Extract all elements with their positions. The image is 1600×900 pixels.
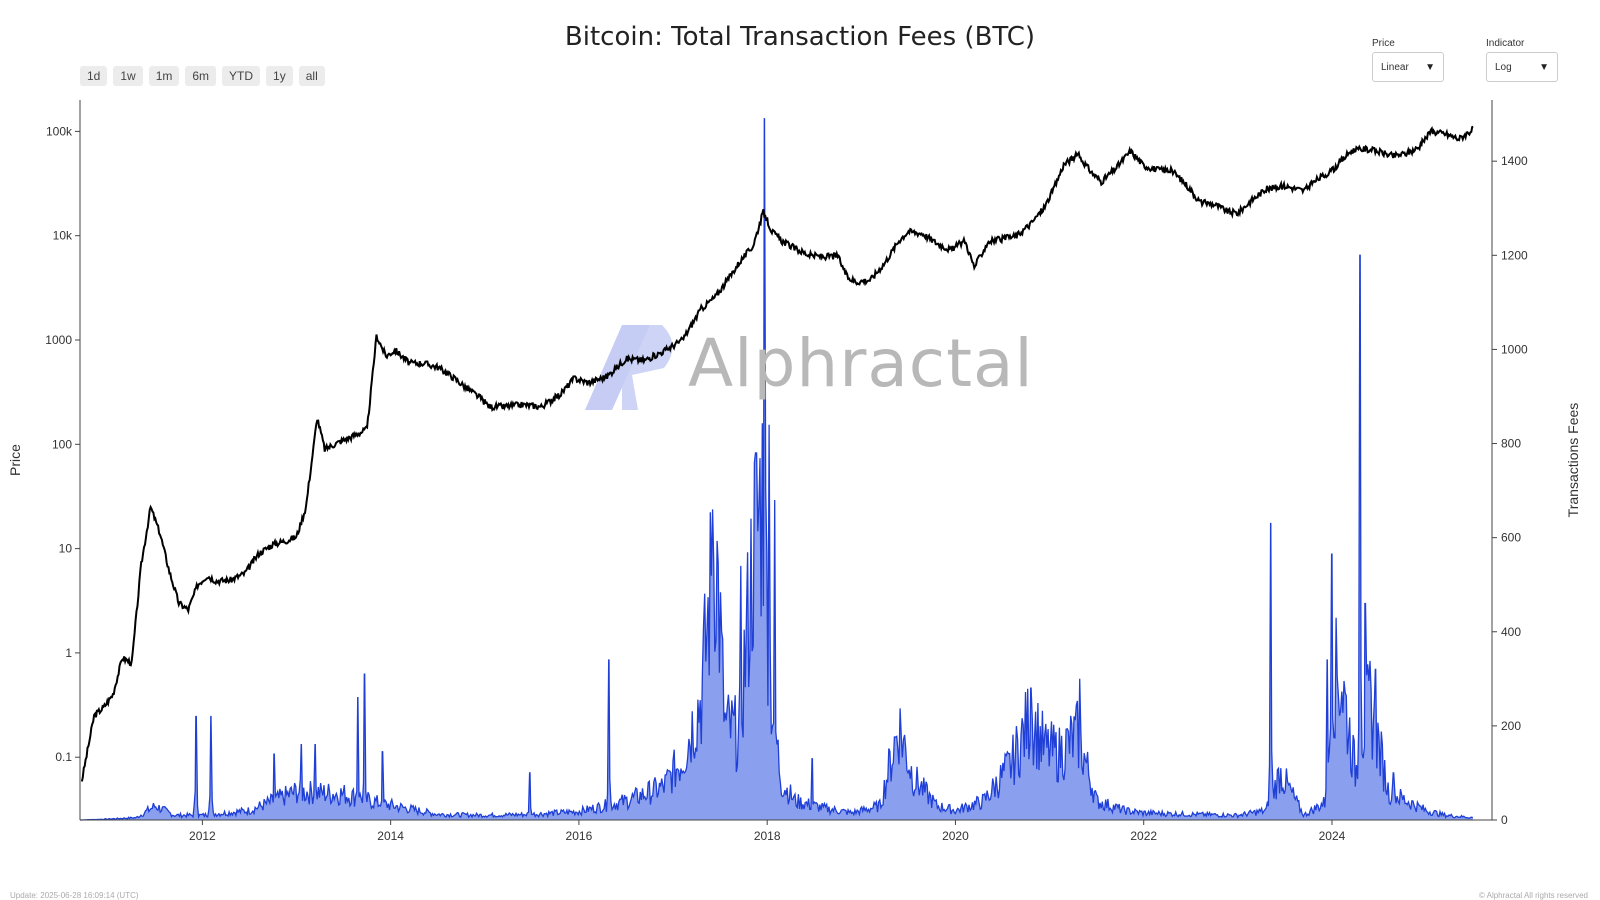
- range-button-1d[interactable]: 1d: [80, 66, 108, 86]
- x-tick-label: 2020: [942, 829, 969, 843]
- y-right-tick-label: 1000: [1501, 342, 1528, 356]
- price-scale-value: Linear: [1381, 61, 1409, 73]
- range-button-ytd[interactable]: YTD: [222, 66, 261, 86]
- y-left-axis-title: Price: [7, 444, 23, 476]
- x-tick-label: 2016: [566, 829, 593, 843]
- chart-title: Bitcoin: Total Transaction Fees (BTC): [564, 22, 1036, 52]
- x-tick-label: 2024: [1319, 829, 1346, 843]
- price-scale-dropdown[interactable]: Linear ▼: [1372, 52, 1444, 82]
- y-right-tick-label: 400: [1501, 625, 1521, 639]
- y-right-tick-label: 200: [1501, 719, 1521, 733]
- chevron-down-icon: ▼: [1539, 61, 1549, 73]
- range-button-1y[interactable]: 1y: [266, 66, 293, 86]
- y-left-tick-label: 10: [59, 542, 73, 556]
- y-left-tick-label: 100: [52, 437, 72, 451]
- x-tick-label: 2012: [189, 829, 216, 843]
- indicator-scale-value: Log: [1495, 61, 1512, 73]
- alphractal-logo-icon: [585, 325, 673, 410]
- y-right-tick-label: 0: [1501, 813, 1508, 827]
- x-tick-label: 2018: [754, 829, 781, 843]
- update-timestamp: Update: 2025-06-28 16:09:14 (UTC): [10, 891, 139, 900]
- x-tick-label: 2014: [377, 829, 404, 843]
- y-left-tick-label: 0.1: [55, 750, 72, 764]
- copyright-notice: © Alphractal All rights reserved: [1478, 891, 1588, 900]
- watermark-text: Alphractal: [688, 325, 1034, 402]
- y-right-tick-label: 600: [1501, 531, 1521, 545]
- y-right-tick-label: 1200: [1501, 248, 1528, 262]
- y-left-tick-label: 10k: [53, 229, 73, 243]
- fees-area: [80, 118, 1474, 821]
- price-line: [80, 125, 1474, 782]
- indicator-scale-control: Indicator Log ▼: [1486, 38, 1558, 82]
- price-scale-label: Price: [1372, 38, 1395, 49]
- x-tick-label: 2022: [1130, 829, 1157, 843]
- y-left-tick-label: 1000: [45, 333, 72, 347]
- indicator-scale-dropdown[interactable]: Log ▼: [1486, 52, 1558, 82]
- y-left-tick-label: 100k: [46, 124, 73, 138]
- range-button-1w[interactable]: 1w: [113, 66, 143, 86]
- chevron-down-icon: ▼: [1425, 61, 1435, 73]
- logo-bowl: [622, 325, 673, 410]
- y-right-tick-label: 1400: [1501, 154, 1528, 168]
- range-selector: 1d 1w 1m 6m YTD 1y all: [80, 66, 325, 86]
- fees-line: [80, 118, 1474, 821]
- y-right-tick-label: 800: [1501, 437, 1521, 451]
- range-button-1m[interactable]: 1m: [148, 66, 180, 86]
- y-right-axis-title: Transactions Fees: [1565, 403, 1581, 518]
- indicator-scale-label: Indicator: [1486, 38, 1525, 49]
- y-left-tick-label: 1: [65, 646, 72, 660]
- price-scale-control: Price Linear ▼: [1372, 38, 1444, 82]
- range-button-all[interactable]: all: [298, 66, 325, 86]
- range-button-6m[interactable]: 6m: [185, 66, 217, 86]
